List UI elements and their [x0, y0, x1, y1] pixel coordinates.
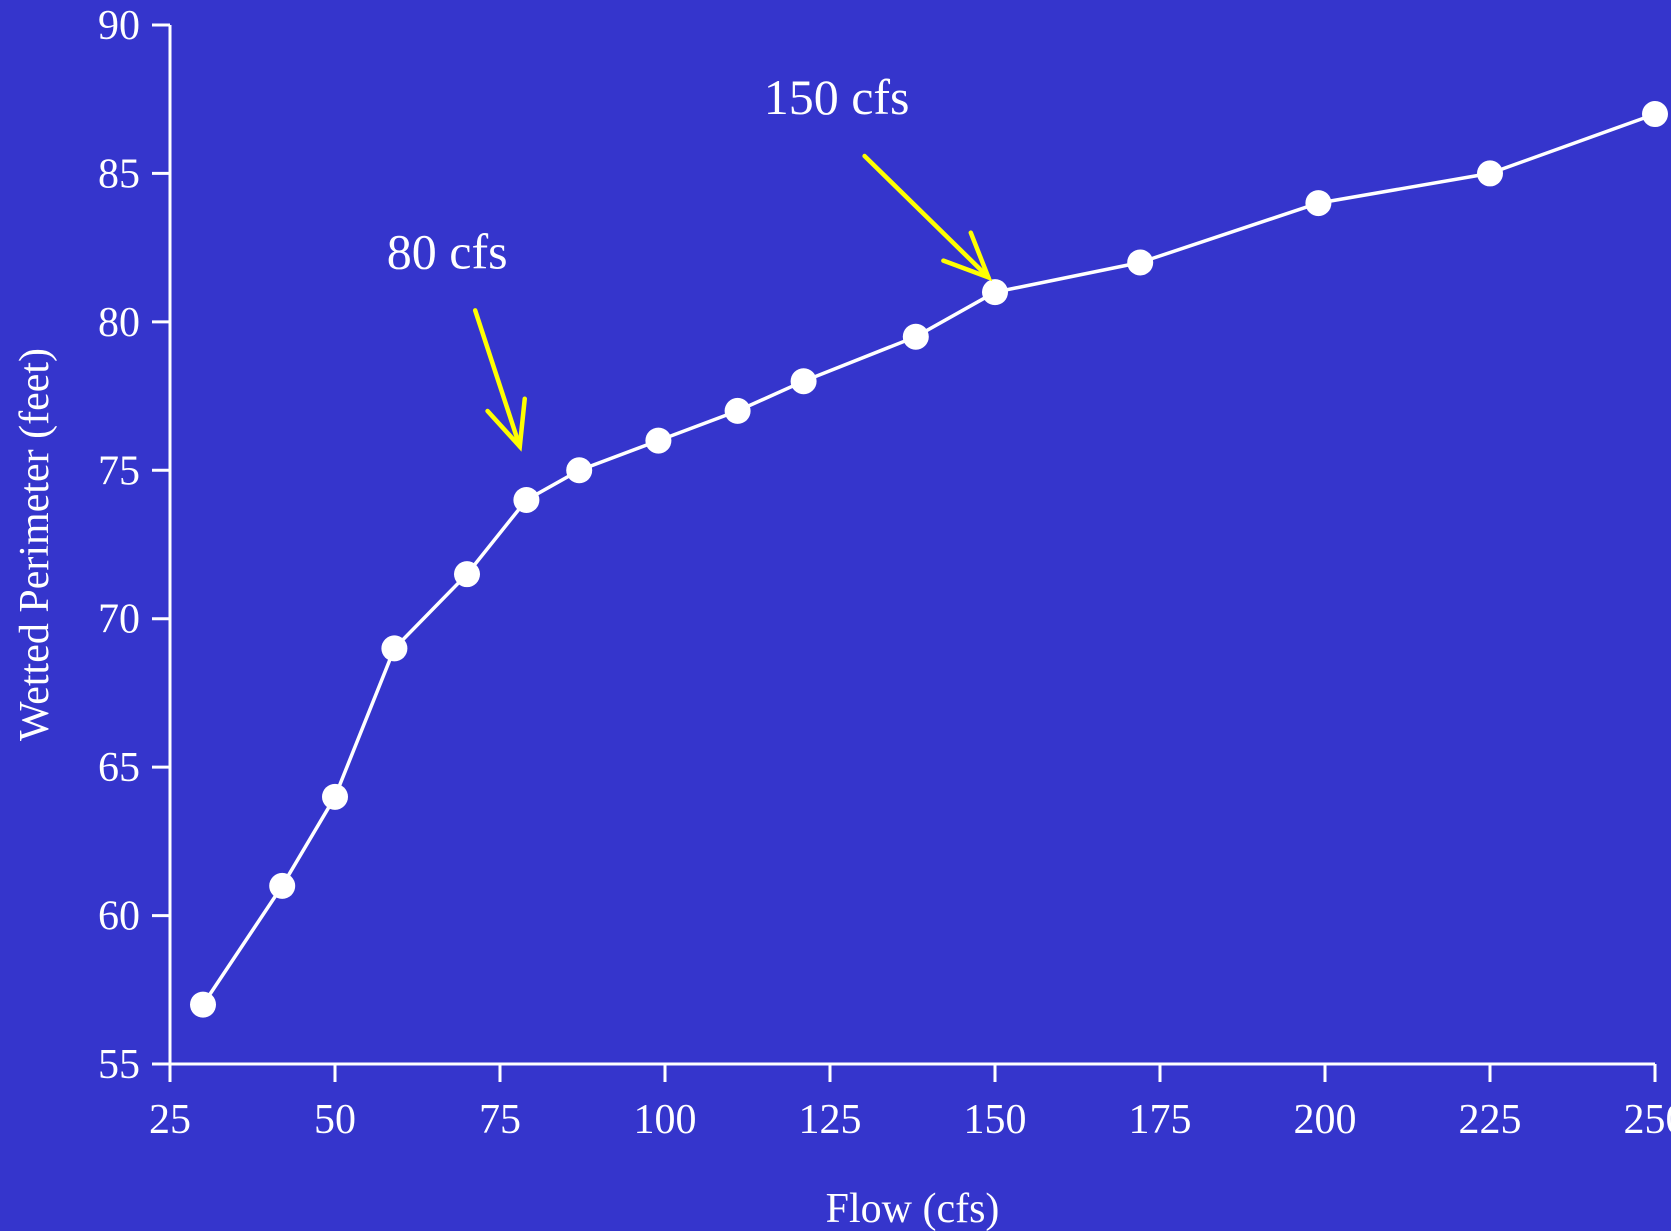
y-tick-label: 55: [98, 1042, 140, 1088]
y-axis-ticks: 55 60 65 70 75 80 85 90: [98, 3, 170, 1088]
data-point: [454, 561, 480, 588]
annotation-arrow-shaft: [472, 308, 523, 449]
data-point: [269, 872, 296, 899]
x-tick-label: 50: [314, 1097, 356, 1143]
data-point: [566, 457, 593, 484]
data-point: [902, 323, 929, 350]
annotations: 80 cfs 150 cfs: [387, 69, 993, 452]
annotation-label: 150 cfs: [764, 69, 910, 125]
data-point: [790, 368, 817, 395]
series: [190, 101, 1668, 1018]
y-tick-label: 80: [98, 300, 140, 346]
x-tick-label: 250: [1624, 1097, 1671, 1143]
annotation-label: 80 cfs: [387, 223, 508, 279]
data-point: [982, 279, 1008, 306]
y-axis-title: Wetted Perimeter (feet): [12, 348, 58, 741]
data-point: [322, 783, 348, 810]
y-tick-label: 65: [98, 745, 140, 791]
x-tick-label: 100: [634, 1097, 697, 1143]
data-point: [190, 991, 216, 1018]
x-tick-label: 175: [1129, 1097, 1192, 1143]
data-point: [645, 427, 672, 454]
annotation-arrow-head: [485, 396, 528, 452]
data-point: [1127, 249, 1154, 276]
annotation-arrow-head: [941, 230, 993, 282]
axes: [168, 25, 1655, 1066]
y-tick-label: 85: [98, 151, 140, 197]
x-axis-ticks: 25 50 75 100 125 150 175 200 225 250: [149, 1064, 1671, 1143]
y-tick-label: 60: [98, 894, 140, 940]
annotation-arrow-shaft: [862, 153, 991, 280]
x-tick-label: 125: [799, 1097, 862, 1143]
x-tick-label: 200: [1294, 1097, 1357, 1143]
data-point: [381, 635, 408, 662]
data-point: [1642, 101, 1668, 128]
y-tick-label: 90: [98, 3, 140, 49]
data-point: [1305, 190, 1332, 217]
y-tick-label: 75: [98, 448, 140, 494]
y-tick-label: 70: [98, 597, 140, 643]
series-line: [201, 112, 1656, 1006]
data-point: [513, 486, 540, 513]
x-tick-label: 25: [149, 1097, 191, 1143]
x-axis-title: Flow (cfs): [826, 1186, 1000, 1231]
x-tick-label: 75: [479, 1097, 521, 1143]
x-tick-label: 225: [1459, 1097, 1522, 1143]
data-point: [1477, 160, 1503, 187]
data-point: [724, 397, 751, 424]
x-tick-label: 150: [964, 1097, 1027, 1143]
